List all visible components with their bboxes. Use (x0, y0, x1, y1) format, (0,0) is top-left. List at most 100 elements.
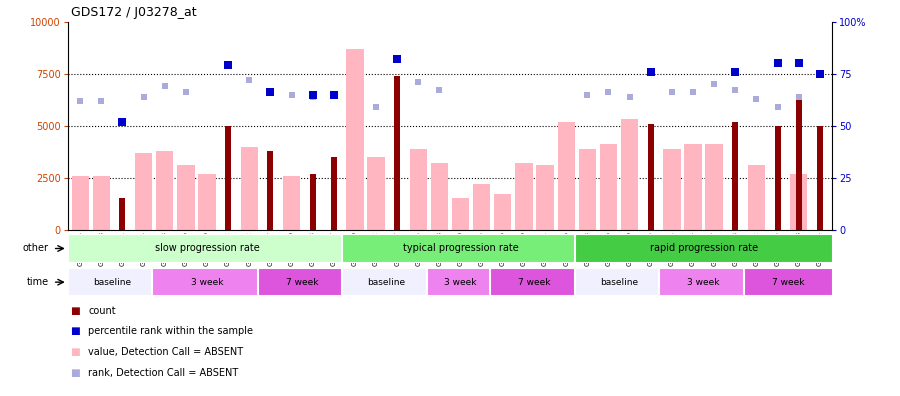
Text: rapid progression rate: rapid progression rate (650, 244, 758, 253)
Bar (93, 175, 110, 230)
Bar (331, 157, 337, 230)
Point (813, 70, 827, 77)
Bar (410, 148, 427, 230)
Text: 7 week: 7 week (286, 278, 319, 287)
Point (644, 69, 658, 75)
Bar (68, 268, 157, 296)
Bar (748, 165, 765, 230)
Bar (427, 268, 494, 296)
Bar (536, 165, 554, 230)
Point (770, 104, 785, 110)
Bar (473, 184, 491, 230)
Text: baseline: baseline (93, 278, 130, 287)
Bar (177, 165, 194, 230)
Text: rank, Detection Call = ABSENT: rank, Detection Call = ABSENT (88, 367, 238, 378)
Point (284, 91, 299, 98)
Bar (240, 147, 258, 230)
Point (791, 93, 806, 100)
Text: ■: ■ (70, 347, 80, 357)
Text: slow progression rate: slow progression rate (155, 244, 259, 253)
Bar (648, 124, 653, 230)
Bar (394, 76, 400, 230)
Point (601, 89, 616, 95)
Bar (659, 268, 748, 296)
Bar (599, 145, 617, 230)
Bar (367, 157, 384, 230)
Text: 3 week: 3 week (191, 278, 223, 287)
Point (707, 81, 722, 87)
Text: ■: ■ (70, 367, 80, 378)
Text: value, Detection Call = ABSENT: value, Detection Call = ABSENT (88, 347, 243, 357)
Point (791, 60, 806, 67)
Bar (135, 153, 152, 230)
Point (432, 87, 446, 93)
Point (580, 91, 595, 98)
Bar (431, 163, 448, 230)
Point (728, 69, 742, 75)
Bar (516, 163, 533, 230)
Point (115, 118, 130, 125)
Point (305, 93, 320, 100)
Bar (575, 234, 832, 263)
Bar (120, 198, 125, 230)
Point (305, 91, 320, 98)
Bar (225, 126, 231, 230)
Bar (663, 148, 680, 230)
Point (728, 87, 742, 93)
Bar (558, 122, 575, 230)
Text: count: count (88, 306, 116, 316)
Text: ■: ■ (70, 326, 80, 337)
Bar (198, 173, 216, 230)
Bar (684, 145, 702, 230)
Bar (156, 150, 174, 230)
Bar (743, 268, 832, 296)
Point (749, 95, 763, 102)
Bar (267, 150, 274, 230)
Point (263, 89, 277, 95)
Bar (579, 148, 596, 230)
Bar (790, 173, 807, 230)
Text: other: other (22, 244, 49, 253)
Bar (796, 99, 802, 230)
Point (327, 91, 341, 98)
Text: 3 week: 3 week (688, 278, 720, 287)
Point (390, 56, 404, 62)
Bar (621, 120, 638, 230)
Text: typical progression rate: typical progression rate (402, 244, 518, 253)
Text: 3 week: 3 week (445, 278, 477, 287)
Bar (494, 194, 511, 230)
Bar (283, 175, 301, 230)
Bar (310, 173, 316, 230)
Text: GDS172 / J03278_at: GDS172 / J03278_at (71, 6, 197, 19)
Point (137, 93, 151, 100)
Bar (257, 268, 346, 296)
Bar (775, 126, 780, 230)
Point (178, 89, 193, 95)
Bar (733, 122, 738, 230)
Point (665, 89, 680, 95)
Bar (342, 234, 579, 263)
Text: 7 week: 7 week (772, 278, 805, 287)
Bar (452, 198, 469, 230)
Point (770, 60, 785, 67)
Bar (71, 175, 89, 230)
Bar (342, 268, 431, 296)
Bar (346, 49, 364, 230)
Bar (68, 234, 346, 263)
Point (158, 83, 172, 89)
Point (73, 97, 87, 104)
Bar (575, 268, 663, 296)
Text: baseline: baseline (600, 278, 638, 287)
Point (411, 79, 426, 85)
Text: baseline: baseline (367, 278, 406, 287)
Point (623, 93, 637, 100)
Point (369, 104, 383, 110)
Point (686, 89, 700, 95)
Text: percentile rank within the sample: percentile rank within the sample (88, 326, 253, 337)
Text: 7 week: 7 week (518, 278, 551, 287)
Bar (817, 126, 823, 230)
Bar (491, 268, 579, 296)
Point (220, 62, 235, 69)
Bar (706, 145, 723, 230)
Text: ■: ■ (70, 306, 80, 316)
